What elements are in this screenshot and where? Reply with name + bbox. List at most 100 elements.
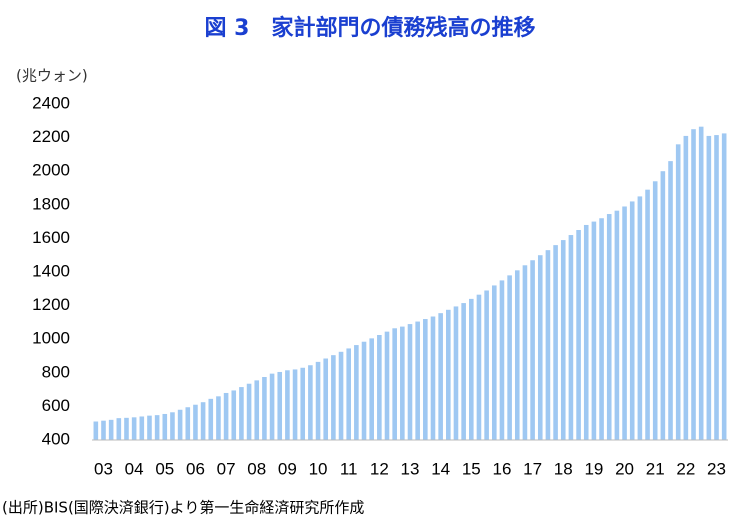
bar xyxy=(560,240,566,440)
bar xyxy=(423,319,428,440)
bar xyxy=(668,161,673,440)
x-tick-label: 07 xyxy=(217,459,236,478)
bar xyxy=(185,407,191,440)
bar xyxy=(177,409,183,440)
bar xyxy=(392,328,397,440)
bar xyxy=(430,316,436,440)
bar xyxy=(645,189,650,440)
bar xyxy=(193,404,198,440)
bar xyxy=(446,309,451,440)
bar xyxy=(675,144,681,440)
x-tick-label: 10 xyxy=(309,459,328,478)
bar xyxy=(591,221,597,440)
y-axis-label: (兆ウォン) xyxy=(16,67,88,85)
bar xyxy=(108,419,114,440)
bar xyxy=(599,218,604,440)
x-tick-label: 14 xyxy=(431,459,450,478)
y-tick-label: 1400 xyxy=(32,261,70,280)
bar xyxy=(208,398,214,440)
y-tick-label: 2400 xyxy=(32,93,70,112)
bar xyxy=(93,421,99,440)
bar xyxy=(300,367,306,440)
bar xyxy=(101,420,106,440)
bar xyxy=(652,181,658,440)
bar xyxy=(545,250,551,440)
y-tick-label: 1800 xyxy=(32,194,70,213)
bar xyxy=(553,245,558,440)
bar xyxy=(231,390,237,440)
bar xyxy=(331,355,336,440)
bar xyxy=(323,358,329,440)
bar xyxy=(315,361,321,440)
bar xyxy=(484,290,489,440)
y-tick-label: 1600 xyxy=(32,228,70,247)
bar xyxy=(384,331,390,440)
x-tick-label: 21 xyxy=(646,459,665,478)
bar xyxy=(714,135,719,440)
bar xyxy=(453,306,459,440)
bar xyxy=(200,402,206,440)
y-tick-label: 800 xyxy=(42,362,70,381)
bar xyxy=(514,270,520,440)
bar xyxy=(338,351,344,440)
bar xyxy=(606,214,612,440)
x-tick-label: 23 xyxy=(707,459,726,478)
bar xyxy=(530,260,535,440)
bar xyxy=(583,224,589,440)
bar xyxy=(522,265,528,440)
x-tick-label: 13 xyxy=(401,459,420,478)
bar xyxy=(691,129,696,440)
bar xyxy=(491,285,497,440)
bar xyxy=(568,235,574,440)
bar xyxy=(660,171,666,440)
x-tick-label: 06 xyxy=(186,459,205,478)
bar xyxy=(438,313,443,440)
x-tick-label: 08 xyxy=(247,459,266,478)
bar xyxy=(285,370,290,440)
bar xyxy=(223,392,229,440)
bar xyxy=(131,417,137,440)
bar xyxy=(369,338,374,440)
bar xyxy=(683,135,689,441)
bar xyxy=(124,417,129,440)
bar xyxy=(269,373,275,440)
bar xyxy=(637,196,643,440)
x-tick-label: 20 xyxy=(615,459,634,478)
x-tick-label: 03 xyxy=(94,459,113,478)
y-tick-label: 1000 xyxy=(32,329,70,348)
bar xyxy=(476,294,482,440)
x-tick-label: 11 xyxy=(340,459,358,478)
y-tick-label: 1200 xyxy=(32,295,70,314)
bar xyxy=(614,210,620,440)
bar xyxy=(216,396,221,440)
bar xyxy=(622,206,627,440)
y-tick-label: 600 xyxy=(42,396,70,415)
bar xyxy=(262,377,267,440)
x-tick-label: 16 xyxy=(492,459,511,478)
y-tick-label: 2000 xyxy=(32,161,70,180)
bar xyxy=(469,298,474,440)
x-tick-label: 19 xyxy=(584,459,603,478)
x-tick-label: 18 xyxy=(554,459,573,478)
bar xyxy=(721,133,727,440)
bar xyxy=(400,326,405,440)
x-tick-label: 12 xyxy=(370,459,389,478)
bar xyxy=(354,345,359,440)
source-note: (出所)BIS(国際決済銀行)より第一生命経済研究所作成 xyxy=(2,499,364,517)
y-tick-label: 400 xyxy=(42,429,70,448)
bar xyxy=(706,135,712,441)
bar xyxy=(170,412,175,440)
bar xyxy=(277,371,283,440)
bar xyxy=(254,380,260,440)
bar xyxy=(154,415,160,440)
bar xyxy=(361,341,367,440)
bar xyxy=(239,387,244,440)
bar xyxy=(377,335,382,440)
bar xyxy=(139,416,145,440)
x-tick-label: 05 xyxy=(155,459,174,478)
x-tick-label: 15 xyxy=(462,459,481,478)
bar xyxy=(415,321,420,440)
bar xyxy=(162,413,168,440)
bar xyxy=(499,280,505,440)
